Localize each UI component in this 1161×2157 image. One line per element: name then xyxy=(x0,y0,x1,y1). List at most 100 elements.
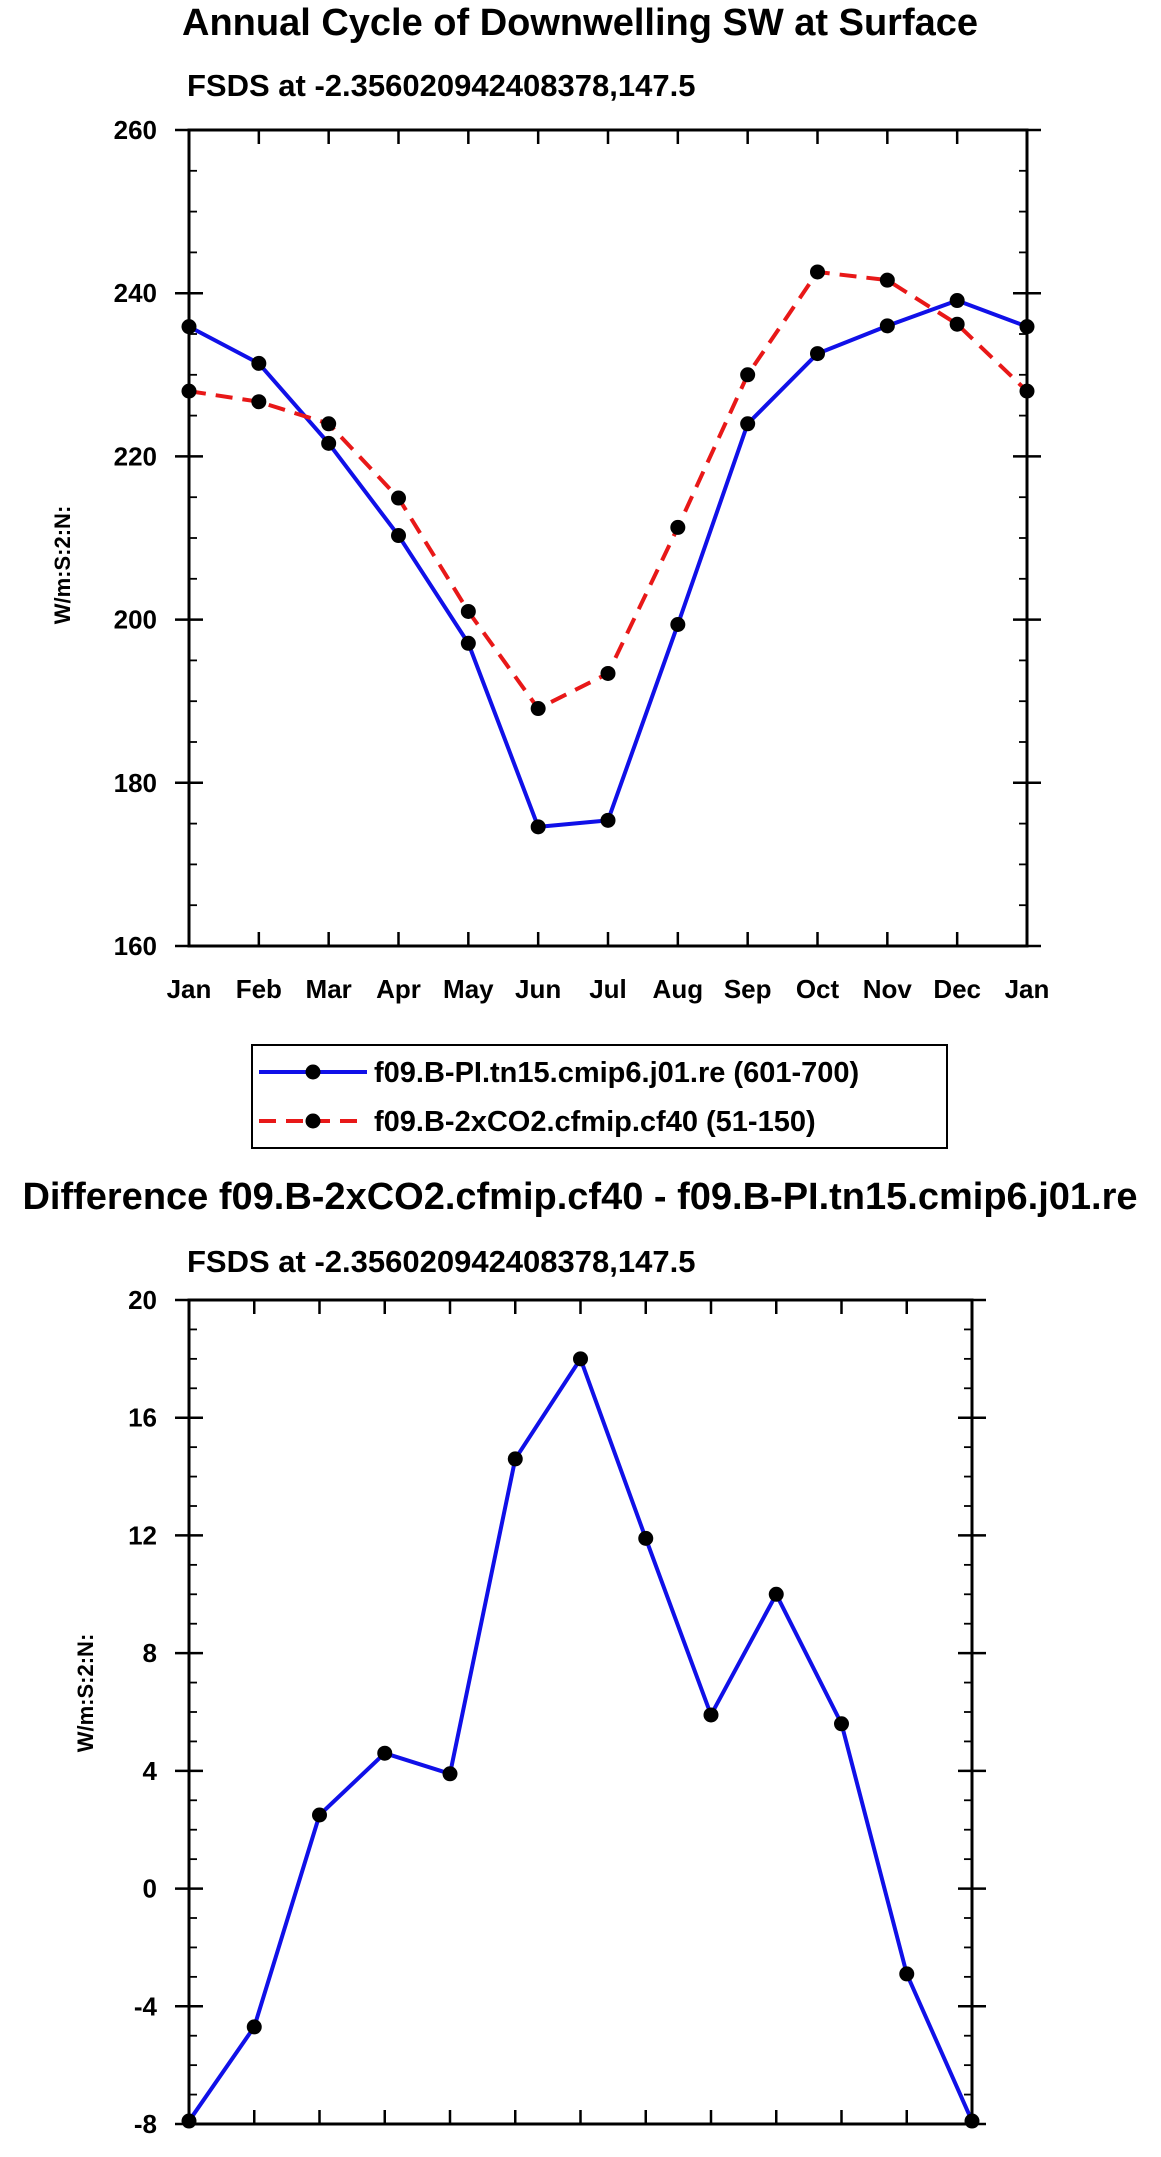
chart2-x-tick-label: Oct xyxy=(755,2152,799,2157)
chart2-series-0-point xyxy=(768,1586,784,1602)
chart2-series-line-0 xyxy=(187,1356,974,2123)
chart1-y-tick-label: 200 xyxy=(114,605,157,635)
chart2-x-tick-label: Apr xyxy=(362,2152,407,2157)
chart2-series xyxy=(181,1351,980,2129)
chart1-x-tick-label: Apr xyxy=(376,974,421,1004)
chart1-title: Annual Cycle of Downwelling SW at Surfac… xyxy=(182,2,978,44)
chart1-series-1-point xyxy=(321,416,337,432)
chart1-x-tick-label: Jun xyxy=(515,974,561,1004)
chart1-series-0-point xyxy=(949,293,965,309)
chart2-y-tick-label: 16 xyxy=(128,1403,157,1433)
chart1-legend: f09.B-PI.tn15.cmip6.j01.re (601-700) f09… xyxy=(251,1044,948,1149)
chart1-x-tick-label: Jan xyxy=(167,974,212,1004)
chart1-series-0-point xyxy=(810,346,825,362)
chart1-y-tick-label: 240 xyxy=(114,278,157,308)
chart1-y-tick-label: 260 xyxy=(114,115,157,145)
chart1-x-tick-label: Jul xyxy=(589,974,627,1004)
chart1-y-tick-label: 160 xyxy=(114,931,157,961)
chart2-series-0-point xyxy=(312,1807,327,1823)
chart2-series-0-point xyxy=(964,2113,980,2129)
chart2-series-0-point xyxy=(573,1351,588,1367)
chart1-series-1-point xyxy=(879,272,895,288)
chart2-series-0-point xyxy=(834,1716,849,1732)
chart1-series-1-point xyxy=(460,603,476,619)
chart1-series-0-point xyxy=(460,635,476,651)
chart2-y-tick-label: 20 xyxy=(128,1285,157,1315)
chart2-x-tick-label: Dec xyxy=(883,2152,931,2157)
chart1-series-1-point xyxy=(949,316,965,332)
chart1-series-0-point xyxy=(391,528,406,544)
chart2-title: Difference f09.B-2xCO2.cfmip.cf40 - f09.… xyxy=(22,1176,1137,1218)
chart2-x-tick-label: Sep xyxy=(687,2152,735,2157)
annual-cycle-chart: Annual Cycle of Downwelling SW at Surfac… xyxy=(50,2,1049,1004)
chart1-series-line-0 xyxy=(188,298,1028,829)
chart2-y-tick-label: 12 xyxy=(128,1520,157,1550)
chart1-series-1-point xyxy=(810,264,825,280)
chart1-series-1-point xyxy=(530,701,546,717)
chart2-series-0-point xyxy=(507,1451,523,1467)
chart1-series-0-point xyxy=(740,416,756,432)
chart2-y-axis-title: W/m:S:2:N: xyxy=(73,1634,98,1753)
chart1-series xyxy=(181,264,1035,835)
legend-box xyxy=(251,1044,948,1149)
chart1-series-1-point xyxy=(670,519,686,535)
chart2-x-tick-label: Jun xyxy=(492,2152,538,2157)
chart1-x-tick-label: May xyxy=(443,974,494,1004)
chart2-x-tick-label: Mar xyxy=(296,2152,342,2157)
chart2-x-tick-label: Jan xyxy=(167,2152,212,2157)
chart2-series-0-point xyxy=(181,2113,197,2129)
chart2-series-0-point xyxy=(899,1966,915,1982)
legend-marker-pi xyxy=(305,1064,321,1080)
chart1-series-1-point xyxy=(251,394,267,410)
legend-entry-2xco2: f09.B-2xCO2.cfmip.cf40 (51-150) xyxy=(259,1106,816,1138)
chart2-y-tick-label: 8 xyxy=(143,1638,157,1668)
chart1-axes: Jan Feb Mar Apr May Jun Jul Aug Sep Oct Nov Dec Jan 1… xyxy=(114,115,1050,1004)
chart1-series-1-point xyxy=(391,490,406,506)
chart1-x-tick-label: Jan xyxy=(1005,974,1050,1004)
legend-marker-2xco2 xyxy=(305,1113,321,1129)
chart1-series-0-point xyxy=(251,355,267,371)
chart2-y-tick-label: 0 xyxy=(143,1874,157,1904)
chart2-axes: Jan Feb Mar Apr May Jun Jul Aug Sep Oct Nov Dec Jan -… xyxy=(128,1285,994,2157)
difference-chart: Difference f09.B-2xCO2.cfmip.cf40 - f09.… xyxy=(22,1176,1137,2157)
chart1-x-tick-label: Feb xyxy=(236,974,282,1004)
chart1-x-tick-label: Sep xyxy=(724,974,772,1004)
chart1-x-tick-label: Dec xyxy=(933,974,981,1004)
chart2-series-0-point xyxy=(246,2019,262,2035)
chart2-x-tick-label: Aug xyxy=(620,2152,671,2157)
chart1-series-1-point xyxy=(181,383,197,399)
chart2-x-tick-label: Jan xyxy=(950,2152,995,2157)
legend-entry-pi: f09.B-PI.tn15.cmip6.j01.re (601-700) xyxy=(259,1057,859,1089)
chart2-x-tick-label: Nov xyxy=(817,2152,867,2157)
chart1-series-line-1 xyxy=(188,269,1029,711)
chart1-x-tick-label: Oct xyxy=(796,974,840,1004)
chart1-y-tick-label: 180 xyxy=(114,768,157,798)
chart1-series-1-point xyxy=(600,665,616,681)
legend-label-2xco2: f09.B-2xCO2.cfmip.cf40 (51-150) xyxy=(374,1106,816,1138)
chart1-series-0-point xyxy=(1019,319,1035,335)
chart2-series-0-point xyxy=(442,1766,458,1782)
chart2-series-0-point xyxy=(377,1745,393,1761)
chart1-series-1-point xyxy=(1019,383,1035,399)
chart1-subtitle: FSDS at -2.356020942408378,147.5 xyxy=(187,68,695,103)
chart2-subtitle: FSDS at -2.356020942408378,147.5 xyxy=(187,1244,695,1279)
chart1-series-0-point xyxy=(530,819,546,835)
chart1-series-0-point xyxy=(670,616,686,632)
legend-label-pi: f09.B-PI.tn15.cmip6.j01.re (601-700) xyxy=(374,1057,859,1089)
chart2-series-0-point xyxy=(638,1530,654,1546)
chart1-y-axis-title: W/m:S:2:N: xyxy=(50,506,75,625)
chart2-x-tick-label: Feb xyxy=(231,2152,277,2157)
chart1-x-tick-label: Aug xyxy=(653,974,704,1004)
chart1-series-0-point xyxy=(321,435,337,451)
chart1-series-0-point xyxy=(181,319,197,335)
chart1-y-tick-label: 220 xyxy=(114,441,157,471)
chart2-y-tick-label: -4 xyxy=(134,1991,158,2021)
chart1-series-0-point xyxy=(879,318,895,334)
chart1-series-1-point xyxy=(740,367,756,383)
chart1-x-tick-label: Mar xyxy=(306,974,352,1004)
chart2-plot-frame xyxy=(187,1298,974,2126)
chart2-y-tick-label: 4 xyxy=(143,1756,158,1786)
chart1-series-0-point xyxy=(600,812,616,828)
chart2-x-tick-label: Jul xyxy=(562,2152,600,2157)
